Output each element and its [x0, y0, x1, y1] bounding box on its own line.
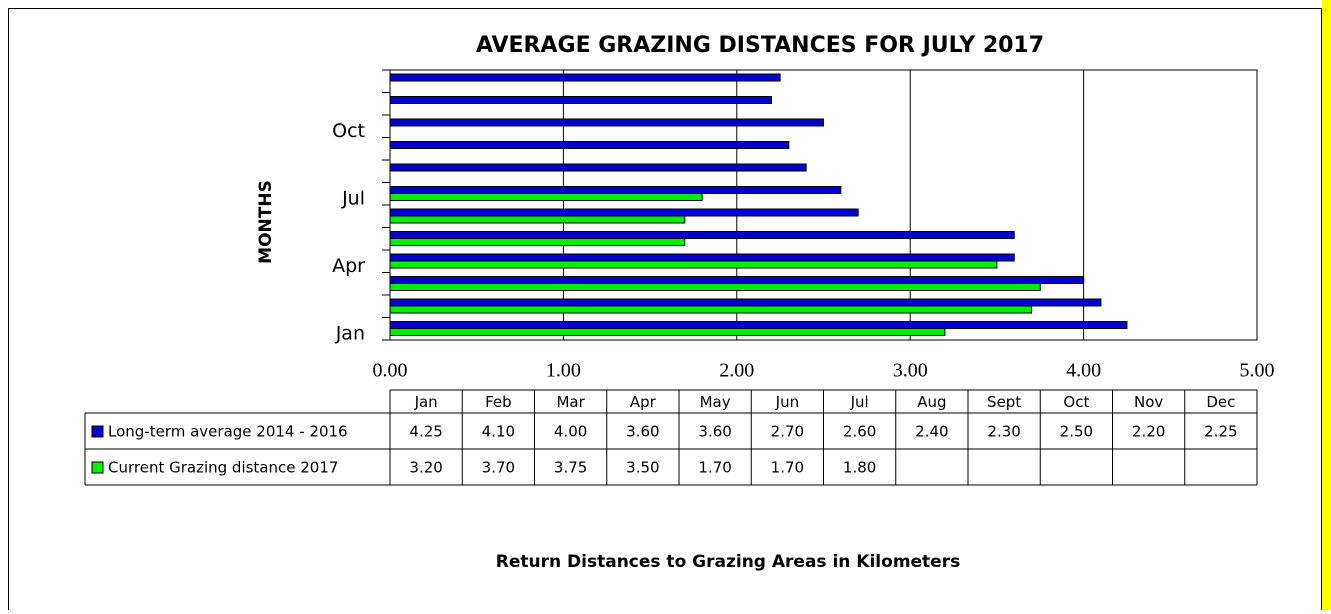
bar	[389, 305, 1033, 314]
table-cell: 2.60	[843, 423, 876, 441]
x-tick-label: 0.00	[373, 360, 408, 382]
x-tick-label: 5.00	[1240, 360, 1275, 382]
chart-title: AVERAGE GRAZING DISTANCES FOR JULY 2017	[476, 33, 1044, 58]
x-tick-label: 2.00	[719, 360, 754, 382]
table-cell: 1.80	[843, 459, 876, 477]
bar	[389, 215, 686, 224]
table-cell: 2.50	[1060, 423, 1093, 441]
table-header: Apr	[630, 393, 657, 411]
table-header: Oct	[1063, 393, 1089, 411]
table-cell: 2.25	[1204, 423, 1237, 441]
table-cell: 1.70	[698, 459, 731, 477]
table-header: Feb	[485, 393, 512, 411]
bar	[389, 118, 824, 127]
side-strip	[1322, 0, 1331, 610]
bar	[389, 321, 1128, 329]
bar	[389, 141, 790, 149]
bar	[389, 253, 1015, 262]
bar	[389, 298, 1102, 307]
table-cell: 3.60	[698, 423, 731, 441]
table-cell: 2.70	[771, 423, 804, 441]
bar	[389, 186, 842, 194]
y-tick-label: Jan	[335, 322, 365, 344]
table-header: Aug	[917, 393, 946, 411]
table-cell: 3.60	[626, 423, 659, 441]
table-header: Nov	[1134, 393, 1163, 411]
table-header: May	[700, 393, 731, 411]
x-tick-label: 4.00	[1066, 360, 1101, 382]
y-axis-label: MONTHS	[256, 180, 276, 264]
bar	[389, 283, 1041, 291]
table-cell: 4.00	[554, 423, 587, 441]
bar	[389, 208, 859, 217]
table-cell: 1.70	[771, 459, 804, 477]
bar	[389, 163, 807, 172]
y-tick-label: Oct	[332, 120, 365, 142]
table-cell: 4.25	[409, 423, 442, 441]
bar	[389, 96, 772, 104]
table-cell: 2.30	[987, 423, 1020, 441]
table-header: Jul	[850, 393, 869, 411]
bar	[389, 328, 946, 336]
table-cell: 2.40	[915, 423, 948, 441]
bar	[389, 73, 781, 82]
legend-swatch	[91, 461, 104, 474]
table-cell: 4.10	[482, 423, 515, 441]
table-cell: 3.75	[554, 459, 587, 477]
table-cell: 3.20	[409, 459, 442, 477]
legend-label: Current Grazing distance 2017	[108, 459, 338, 477]
bar	[389, 238, 686, 246]
x-tick-label: 1.00	[546, 360, 581, 382]
table-cell: 3.70	[482, 459, 515, 477]
table-header: Jan	[414, 393, 438, 411]
table-header: Dec	[1206, 393, 1235, 411]
bar	[389, 193, 703, 201]
table-header: Sept	[987, 393, 1021, 411]
x-tick-label: 3.00	[893, 360, 928, 382]
table-cell: 3.50	[626, 459, 659, 477]
bar	[389, 260, 998, 269]
y-tick-label: Jul	[341, 187, 365, 209]
y-tick-label: Apr	[332, 255, 365, 277]
table-header: Mar	[556, 393, 585, 411]
table-cell: 2.20	[1132, 423, 1165, 441]
legend-swatch	[91, 425, 104, 438]
table-header: Jun	[775, 393, 799, 411]
bar	[389, 276, 1085, 284]
legend-label: Long-term average 2014 - 2016	[108, 423, 348, 441]
x-axis-label: Return Distances to Grazing Areas in Kil…	[496, 552, 960, 572]
bar	[389, 231, 1015, 239]
